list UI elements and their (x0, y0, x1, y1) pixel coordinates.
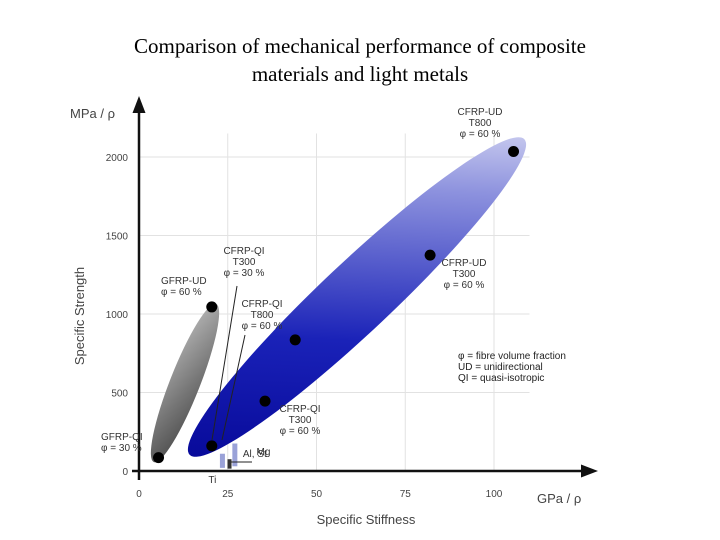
annotation-2-line-0: CFRP-QI (223, 246, 264, 257)
y-axis-label: Specific Strength (72, 267, 87, 365)
annotation-5-line-1: T300 (453, 269, 476, 280)
annotation-4-line-0: CFRP-QI (241, 299, 282, 310)
annotation-5-line-0: CFRP-UD (442, 258, 487, 269)
annotation-1-line-1: φ = 60 % (161, 287, 202, 298)
data-points (153, 146, 520, 464)
metal-label-2: Mg (257, 447, 271, 458)
annotations: GFRP-QIφ = 30 %GFRP-UDφ = 60 %CFRP-QIT30… (101, 107, 503, 454)
annotation-6-line-0: CFRP-UD (458, 107, 503, 118)
x-unit-label: GPa / ρ (537, 491, 581, 506)
cfrp-envelope (187, 137, 527, 457)
y-tick-1000: 1000 (106, 310, 129, 321)
annotation-0-line-1: φ = 30 % (101, 443, 142, 454)
y-unit-label: MPa / ρ (70, 106, 115, 121)
metal-bar-2 (227, 459, 232, 469)
slide-title: Comparison of mechanical performance of … (0, 32, 720, 88)
y-tick-1500: 1500 (106, 232, 129, 243)
point-3 (259, 395, 271, 407)
x-axis-arrow (581, 464, 598, 478)
metal-label-0: Ti (208, 475, 216, 486)
title-line-2: materials and light metals (251, 62, 469, 86)
y-tick-0: 0 (122, 467, 128, 478)
annotation-2-line-2: φ = 30 % (224, 268, 265, 279)
y-tick-500: 500 (111, 389, 128, 400)
annotation-2-line-1: T300 (233, 257, 256, 268)
point-1 (206, 301, 218, 313)
x-tick-50: 50 (311, 489, 323, 500)
title-line-1: Comparison of mechanical performance of … (134, 34, 586, 58)
annotation-3-line-0: CFRP-QI (279, 404, 320, 415)
legend-entry-2: QI = quasi-isotropic (458, 373, 544, 384)
point-4 (289, 334, 301, 346)
metal-label-1: Al, St (243, 449, 267, 460)
leader-cfrp-qi-t300-30 (211, 285, 238, 441)
x-tick-75: 75 (400, 489, 412, 500)
legend-entry-1: UD = unidirectional (458, 362, 543, 373)
annotation-6-line-2: φ = 60 % (460, 129, 501, 140)
annotation-3-line-2: φ = 60 % (280, 426, 321, 437)
x-tick-25: 25 (222, 489, 234, 500)
x-axis-label: Specific Stiffness (317, 512, 416, 527)
leader-lines (211, 285, 252, 463)
annotation-4-line-2: φ = 60 % (242, 321, 283, 332)
x-tick-100: 100 (486, 489, 503, 500)
legend-entry-0: φ = fibre volume fraction (458, 351, 566, 362)
gfrp-envelope (150, 303, 220, 463)
annotation-0-line-0: GFRP-QI (101, 432, 143, 443)
leader-cfrp-qi-t800-60 (221, 334, 246, 441)
point-2 (206, 440, 218, 452)
point-0 (153, 452, 165, 464)
point-5 (424, 249, 436, 261)
x-tick-0: 0 (136, 489, 142, 500)
metal-bar-1 (232, 443, 238, 467)
y-tick-2000: 2000 (106, 153, 129, 164)
annotation-5-line-2: φ = 60 % (444, 280, 485, 291)
point-6 (508, 146, 520, 158)
metal-bar-0 (219, 453, 225, 468)
annotation-1-line-0: GFRP-UD (161, 276, 207, 287)
annotation-4-line-1: T800 (251, 310, 274, 321)
annotation-6-line-1: T800 (469, 118, 492, 129)
y-axis-arrow (132, 96, 146, 113)
annotation-3-line-1: T300 (289, 415, 312, 426)
